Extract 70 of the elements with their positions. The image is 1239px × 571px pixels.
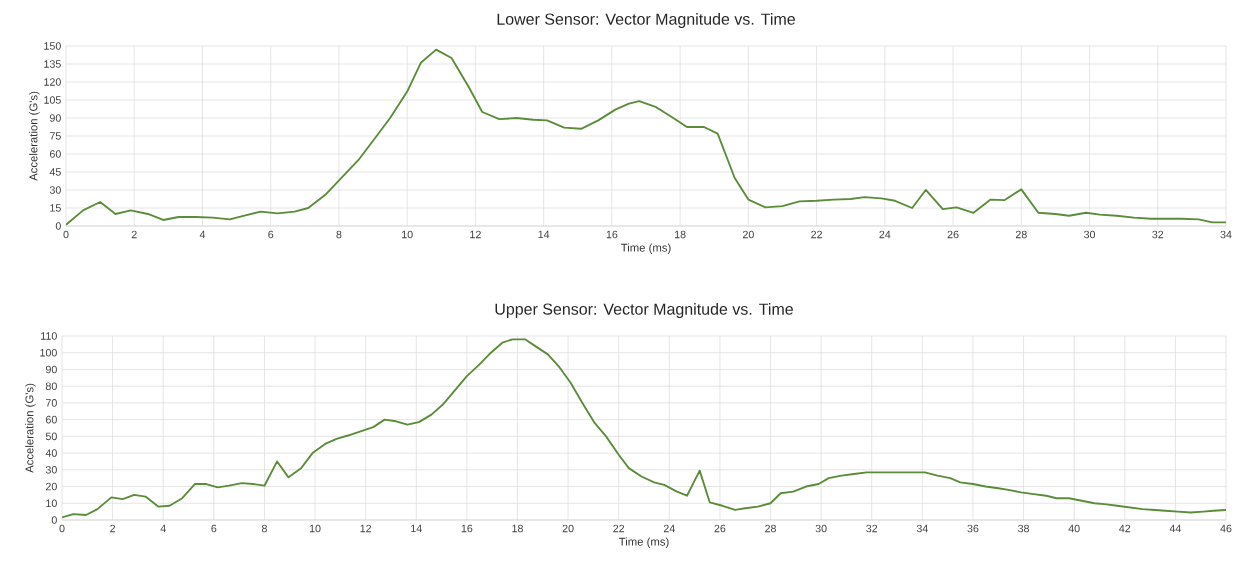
x-tick-label: 38	[1018, 524, 1030, 533]
x-tick-label: 22	[613, 524, 625, 533]
x-tick-label: 34	[916, 524, 928, 533]
y-tick-label: 105	[44, 96, 61, 104]
x-tick-label: 0	[63, 230, 69, 239]
y-tick-label: 100	[40, 348, 57, 357]
x-tick-label: 14	[538, 230, 550, 239]
y-tick-label: 30	[49, 186, 61, 194]
x-tick-label: 8	[336, 230, 342, 239]
y-tick-label: 135	[44, 60, 61, 68]
x-axis-title: Time (ms)	[620, 243, 671, 254]
x-tick-label: 12	[360, 524, 372, 533]
x-tick-label: 12	[470, 230, 481, 239]
chart-title: Upper Sensor: Vector Magnitude vs. Time	[495, 303, 793, 318]
x-tick-label: 46	[1220, 524, 1232, 533]
x-tick-label: 24	[663, 524, 675, 533]
y-tick-label: 80	[45, 382, 57, 390]
y-tick-label: 90	[49, 114, 61, 122]
x-tick-label: 2	[110, 524, 116, 533]
x-tick-label: 28	[1015, 230, 1027, 239]
x-tick-label: 20	[562, 524, 574, 533]
y-tick-label: 40	[45, 449, 57, 457]
y-tick-label: 90	[45, 365, 57, 374]
x-tick-label: 16	[461, 524, 473, 533]
x-tick-label: 16	[606, 230, 618, 239]
x-tick-label: 6	[211, 524, 217, 533]
x-tick-label: 34	[1220, 230, 1232, 239]
y-tick-label: 45	[49, 168, 61, 176]
x-tick-label: 10	[309, 524, 321, 533]
x-tick-label: 20	[742, 230, 754, 239]
chart-title: Lower Sensor: Vector Magnitude vs. Time	[497, 13, 795, 28]
x-tick-label: 30	[815, 524, 827, 533]
x-tick-label: 8	[261, 524, 267, 533]
x-tick-label: 32	[1152, 230, 1164, 239]
x-tick-label: 2	[131, 230, 137, 239]
x-tick-label: 18	[675, 230, 686, 239]
y-tick-label: 15	[50, 204, 61, 212]
x-tick-label: 42	[1119, 524, 1131, 533]
y-axis-title: Acceleration (G's)	[25, 383, 36, 473]
x-tick-label: 28	[765, 524, 776, 533]
x-axis-title: Time (ms)	[618, 537, 669, 548]
x-tick-label: 18	[512, 524, 523, 533]
x-tick-label: 14	[411, 524, 422, 533]
y-tick-label: 60	[49, 150, 61, 158]
y-tick-label: 0	[51, 516, 57, 524]
y-tick-label: 0	[55, 222, 61, 230]
y-tick-label: 120	[44, 78, 61, 86]
x-tick-label: 40	[1068, 524, 1080, 533]
y-tick-label: 110	[41, 332, 57, 340]
x-tick-label: 10	[402, 230, 413, 239]
y-tick-label: 20	[45, 482, 57, 491]
y-tick-label: 150	[44, 42, 61, 50]
y-axis-title: Acceleration (G's)	[29, 91, 40, 181]
x-tick-label: 26	[947, 230, 959, 239]
x-tick-label: 4	[160, 524, 166, 533]
y-tick-label: 70	[45, 399, 57, 407]
x-tick-label: 32	[866, 524, 878, 533]
x-tick-label: 4	[199, 230, 206, 239]
x-tick-label: 24	[879, 230, 891, 239]
x-tick-label: 36	[967, 524, 979, 533]
x-tick-label: 6	[268, 230, 274, 239]
y-tick-label: 30	[45, 466, 57, 474]
x-tick-label: 22	[811, 230, 822, 239]
y-tick-label: 50	[45, 432, 57, 441]
y-tick-label: 10	[46, 499, 57, 508]
x-tick-label: 26	[714, 524, 726, 533]
x-tick-label: 44	[1169, 524, 1182, 533]
x-tick-label: 30	[1083, 230, 1096, 239]
y-tick-label: 75	[49, 132, 61, 140]
y-tick-label: 60	[45, 415, 57, 424]
